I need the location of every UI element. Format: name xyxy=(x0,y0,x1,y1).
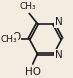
Text: HO: HO xyxy=(25,67,41,77)
Text: O: O xyxy=(12,32,21,42)
Text: CH₃: CH₃ xyxy=(1,35,18,44)
Text: CH₃: CH₃ xyxy=(19,1,36,11)
Text: N: N xyxy=(55,17,63,27)
Text: N: N xyxy=(55,50,63,60)
